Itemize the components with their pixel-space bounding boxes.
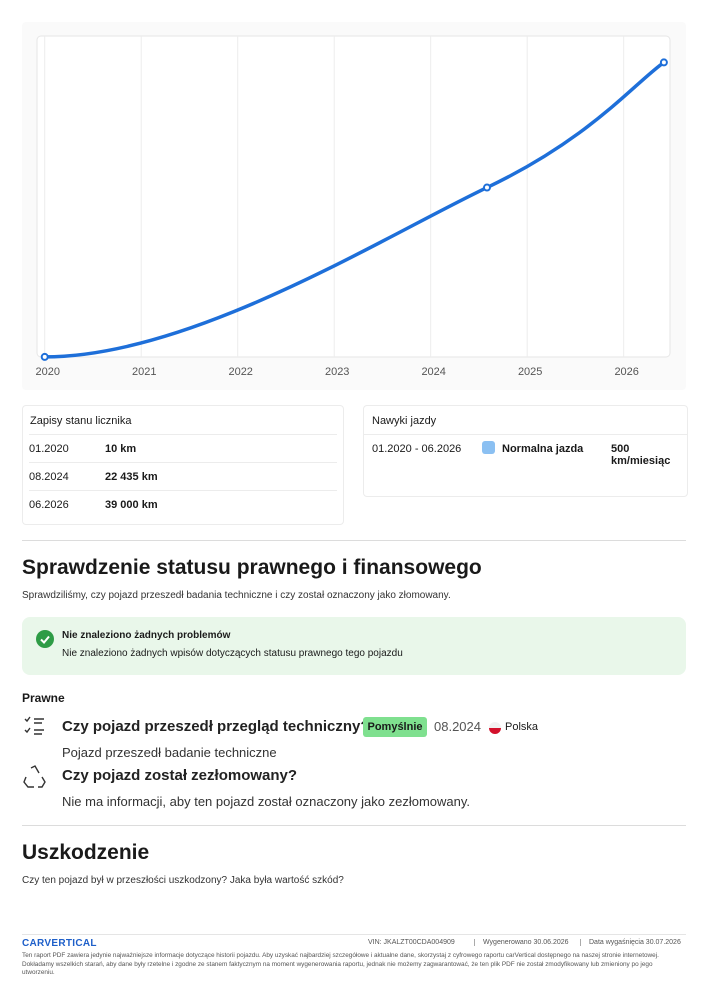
date: 08.2024 [434,719,481,734]
status-title: Nie znaleziono żadnych problemów [62,630,231,641]
habit: Normalna jazda [502,443,584,455]
status-box: Nie znaleziono żadnych problemów Nie zna… [22,617,686,675]
checklist-icon [24,716,44,735]
data-point [482,183,491,192]
question: Czy pojazd został zezłomowany? [62,767,298,784]
x-tick-label: 2021 [132,366,156,378]
check-icon [36,630,54,648]
period: 01.2020 - 06.2026 [372,443,462,455]
record-row: 01.2020 10 km [29,434,337,463]
legend-swatch [482,441,495,454]
divider [22,825,686,826]
card-title: Zapisy stanu licznika [30,415,132,427]
description: Pojazd przeszedł badanie techniczne [62,745,277,760]
habit-value: 500 km/miesiąc [611,443,671,467]
question: Czy pojazd przeszedł przegląd techniczny… [62,718,370,735]
flag-pl [489,722,501,734]
section-text: Czy ten pojazd był w przeszłości uszkodz… [22,875,344,886]
driving-card: Nawyki jazdy 01.2020 - 06.2026 Normalna … [363,405,688,497]
record-date: 06.2026 [29,499,69,511]
status-text: Nie znaleziono żadnych wpisów dotyczącyc… [62,648,403,659]
record-date: 08.2024 [29,471,69,483]
data-point [659,58,668,67]
mileage-chart: 2020 2021 2022 2023 2024 2025 2026 [22,22,686,390]
disclaimer: Ten raport PDF zawiera jedynie najważnie… [22,952,659,976]
card-title: Nawyki jazdy [372,415,437,427]
recycle-icon [23,765,46,788]
x-tick-label: 2022 [228,366,252,378]
x-tick-label: 2025 [518,366,542,378]
record-km: 39 000 km [105,499,158,511]
section-heading: Sprawdzenie statusu prawnego i finansowe… [22,556,482,579]
description: Nie ma informacji, aby ten pojazd został… [62,794,471,809]
subsection: Prawne [22,691,65,705]
section-heading: Uszkodzenie [22,841,150,864]
record-row: 06.2026 39 000 km [29,490,337,519]
expiry: Data wygaśnięcia 30.07.2026 [580,939,681,946]
section-subtitle: Sprawdziliśmy, czy pojazd przeszedł bada… [22,590,451,601]
odometer-card: Zapisy stanu licznika 01.2020 10 km 08.202… [22,405,344,525]
x-tick-label: 2024 [421,366,445,378]
generated: Wygenerowano 30.06.2026 [474,939,569,946]
x-tick-label: 2023 [325,366,349,378]
x-tick-label: 2020 [35,366,59,378]
record-km: 10 km [105,443,137,455]
divider [22,540,686,541]
record-km: 22 435 km [105,471,158,483]
vin: VIN: JKALZT00CDA004909 [368,939,455,946]
record-row: 08.2024 22 435 km [29,462,337,491]
mileage-line [44,61,665,359]
logo: CARVERTICAL [22,938,97,949]
record-date: 01.2020 [29,443,69,455]
data-point [40,352,49,361]
divider [22,934,686,935]
status-badge: Pomyślnie [363,717,427,737]
country: Polska [505,721,539,733]
x-tick-label: 2026 [614,366,638,378]
plot-area [36,35,671,358]
